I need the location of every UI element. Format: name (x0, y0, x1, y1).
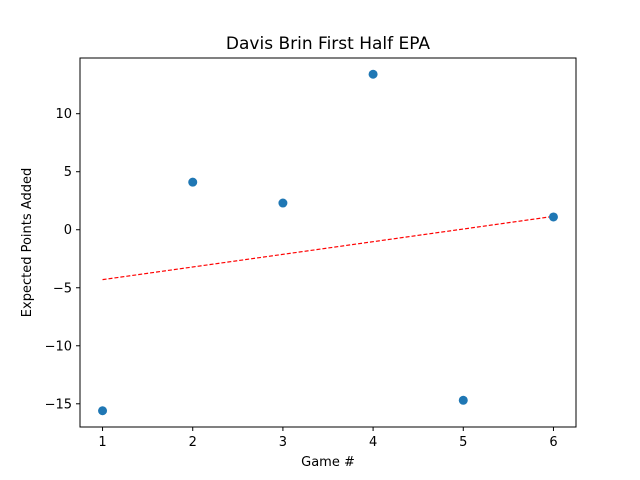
y-tick-label: 10 (55, 107, 72, 122)
axes-frame (79, 57, 577, 428)
data-point-game-2 (188, 177, 198, 187)
y-tick-label: 0 (64, 223, 72, 238)
chart-title: Davis Brin First Half EPA (226, 34, 431, 54)
data-point-game-6 (548, 212, 558, 222)
trend-line (102, 215, 554, 281)
y-tick-label: 5 (64, 165, 72, 180)
plot-area (98, 69, 558, 416)
y-tick-label: −10 (45, 339, 72, 354)
y-tick-label: −15 (45, 397, 72, 412)
data-point-game-5 (458, 395, 468, 405)
x-tick-label: 4 (369, 435, 377, 450)
data-point-game-4 (368, 69, 378, 79)
data-point-game-1 (98, 406, 108, 416)
y-axis: −15 −10 −5 0 5 10 (45, 107, 80, 412)
x-axis-label: Game # (301, 455, 355, 470)
y-axis-label: Expected Points Added (20, 168, 35, 317)
x-axis: 1 2 3 4 5 6 (98, 427, 558, 450)
x-tick-label: 6 (549, 435, 557, 450)
x-tick-label: 1 (98, 435, 106, 450)
x-tick-label: 2 (189, 435, 197, 450)
data-point-game-3 (278, 198, 288, 208)
x-tick-label: 3 (279, 435, 287, 450)
y-tick-label: −5 (53, 281, 72, 296)
x-tick-label: 5 (459, 435, 467, 450)
